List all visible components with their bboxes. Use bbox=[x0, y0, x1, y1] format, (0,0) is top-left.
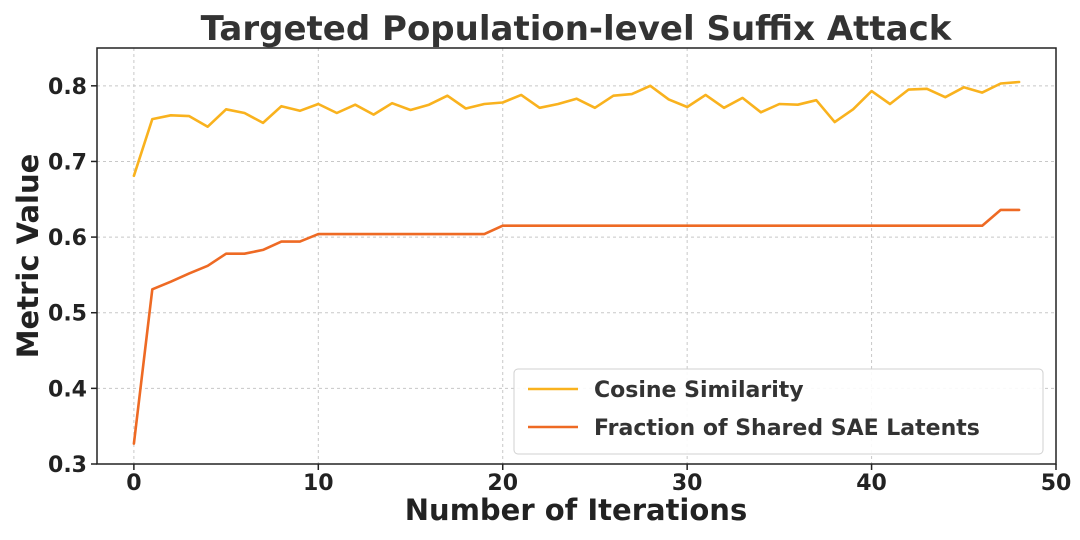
x-tick-label: 10 bbox=[303, 471, 334, 496]
chart-title: Targeted Population-level Suffix Attack bbox=[201, 9, 953, 49]
axis-ticks: 0 10 20 30 40 50 0.3 0.4 0.5 0.6 0.7 0.8 bbox=[48, 75, 1071, 496]
x-tick-label: 40 bbox=[856, 471, 887, 496]
y-tick-label: 0.4 bbox=[48, 377, 87, 402]
y-tick-label: 0.6 bbox=[48, 226, 87, 251]
legend-box bbox=[513, 368, 1044, 455]
x-tick-label: 20 bbox=[487, 471, 518, 496]
legend: Cosine Similarity Fraction of Shared SAE … bbox=[513, 368, 1044, 455]
series-line-cosine-similarity bbox=[132, 80, 1021, 178]
legend-label: Cosine Similarity bbox=[594, 378, 804, 403]
y-tick-label: 0.3 bbox=[48, 453, 87, 478]
y-tick-label: 0.5 bbox=[48, 302, 87, 327]
x-tick-label: 0 bbox=[126, 471, 141, 496]
legend-label: Fraction of Shared SAE Latents bbox=[594, 416, 980, 441]
x-axis-label: Number of Iterations bbox=[405, 493, 747, 527]
plot-area-frame bbox=[96, 47, 1057, 465]
x-tick-label: 50 bbox=[1041, 471, 1072, 496]
y-tick-label: 0.7 bbox=[48, 150, 87, 175]
series-line-fraction-shared-sae-latents bbox=[132, 208, 1021, 445]
x-tick-label: 30 bbox=[672, 471, 703, 496]
y-axis-label: Metric Value bbox=[11, 154, 45, 359]
y-tick-label: 0.8 bbox=[48, 75, 87, 100]
series-lines bbox=[132, 80, 1021, 445]
